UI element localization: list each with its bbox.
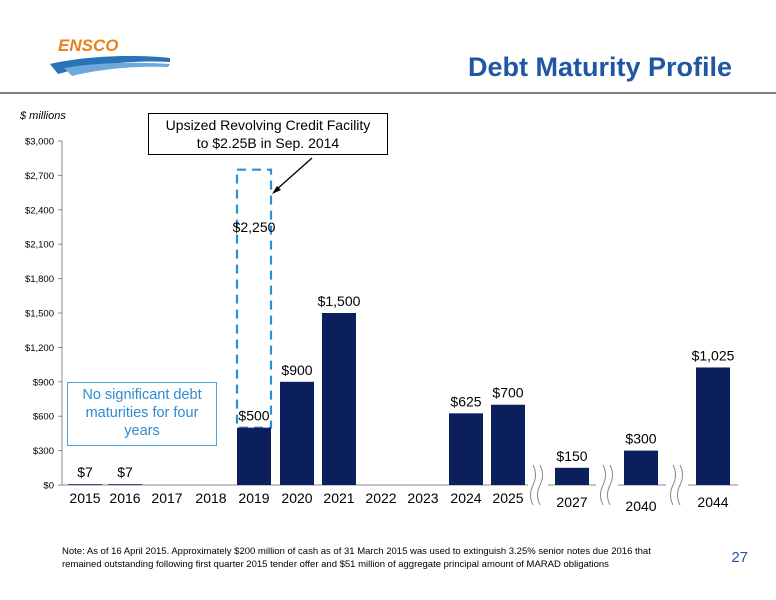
y-tick-label: $1,800 xyxy=(25,274,54,285)
x-tick-label: 2018 xyxy=(195,490,226,506)
header-divider xyxy=(0,92,776,94)
axis-break-mark xyxy=(537,464,543,506)
axis-break-mark xyxy=(607,464,613,506)
bar-value-label: $625 xyxy=(450,393,481,409)
x-tick-label: 2040 xyxy=(625,498,656,514)
y-tick-label: $300 xyxy=(33,446,54,457)
x-tick-label: 2044 xyxy=(697,494,728,510)
bar xyxy=(696,367,730,485)
x-tick-label: 2021 xyxy=(323,490,354,506)
bar-value-label: $500 xyxy=(238,408,269,424)
axis-break-mark xyxy=(677,464,683,506)
y-tick-label: $2,400 xyxy=(25,205,54,216)
x-tick-label: 2016 xyxy=(109,490,140,506)
logo-text: ENSCO xyxy=(58,36,118,55)
bar-value-label: $900 xyxy=(281,362,312,378)
bar xyxy=(449,413,483,485)
revolver-callout: Upsized Revolving Credit Facility to $2.… xyxy=(148,113,388,155)
page-title: Debt Maturity Profile xyxy=(467,52,732,82)
x-tick-label: 2020 xyxy=(281,490,312,506)
y-tick-label: $600 xyxy=(33,412,54,423)
bar-value-label: $300 xyxy=(625,431,656,447)
x-tick-label: 2017 xyxy=(151,490,182,506)
footnote-line-2: remained outstanding following first qua… xyxy=(62,559,609,570)
footnote-line-1: Note: As of 16 April 2015. Approximately… xyxy=(62,546,651,557)
bar-value-label: $150 xyxy=(556,448,587,464)
axis-break-mark xyxy=(530,464,536,506)
page-number: 27 xyxy=(731,549,748,566)
bar-value-label: $7 xyxy=(77,464,93,480)
bar xyxy=(68,484,102,485)
y-tick-label: $2,100 xyxy=(25,240,54,251)
bar xyxy=(322,313,356,485)
bar-value-label: $7 xyxy=(117,464,133,480)
bar xyxy=(491,404,525,485)
logo-swoosh xyxy=(50,56,170,74)
axis-break-mark xyxy=(670,464,676,506)
y-tick-label: $1,500 xyxy=(25,309,54,320)
ensco-logo: ENSCO xyxy=(50,36,170,76)
bar xyxy=(280,381,314,485)
y-tick-label: $0 xyxy=(43,481,54,492)
x-tick-label: 2023 xyxy=(407,490,438,506)
bar xyxy=(555,467,589,485)
callout-line-2: to $2.25B in Sep. 2014 xyxy=(196,135,340,151)
no-maturities-note: No significant debt maturities for four … xyxy=(67,382,217,446)
bar xyxy=(237,427,271,485)
y-tick-label: $900 xyxy=(33,377,54,388)
footnote: Note: As of 16 April 2015. Approximately… xyxy=(62,545,702,571)
revolver-value-label: $2,250 xyxy=(233,219,276,235)
bar-value-label: $1,025 xyxy=(692,347,735,363)
note-line-1: No significant debt xyxy=(82,387,202,403)
units-label: $ millions xyxy=(20,110,66,122)
callout-line-1: Upsized Revolving Credit Facility xyxy=(165,117,371,133)
callout-arrowhead xyxy=(272,186,281,194)
logo-swoosh-light xyxy=(64,62,170,76)
x-tick-label: 2025 xyxy=(492,490,523,506)
x-tick-label: 2015 xyxy=(69,490,100,506)
y-tick-label: $2,700 xyxy=(25,171,54,182)
bar xyxy=(624,450,658,485)
y-tick-label: $1,200 xyxy=(25,343,54,354)
bar-value-label: $700 xyxy=(492,385,523,401)
callout-arrow xyxy=(275,157,313,191)
revolver-dashed-outline xyxy=(235,168,273,429)
x-tick-label: 2027 xyxy=(556,494,587,510)
note-line-2: maturities for four xyxy=(85,405,199,421)
y-tick-label: $3,000 xyxy=(25,137,54,148)
axis-break-mark xyxy=(600,464,606,506)
x-tick-label: 2022 xyxy=(365,490,396,506)
note-line-3: years xyxy=(124,423,160,439)
bar xyxy=(108,484,142,485)
debt-maturity-chart: $0 $300 $600 $900 $1,200 $1,500 $1,800 $2,100 $2… xyxy=(25,137,738,514)
bar-value-label: $1,500 xyxy=(318,293,361,309)
x-tick-label: 2019 xyxy=(238,490,269,506)
x-tick-label: 2024 xyxy=(450,490,481,506)
